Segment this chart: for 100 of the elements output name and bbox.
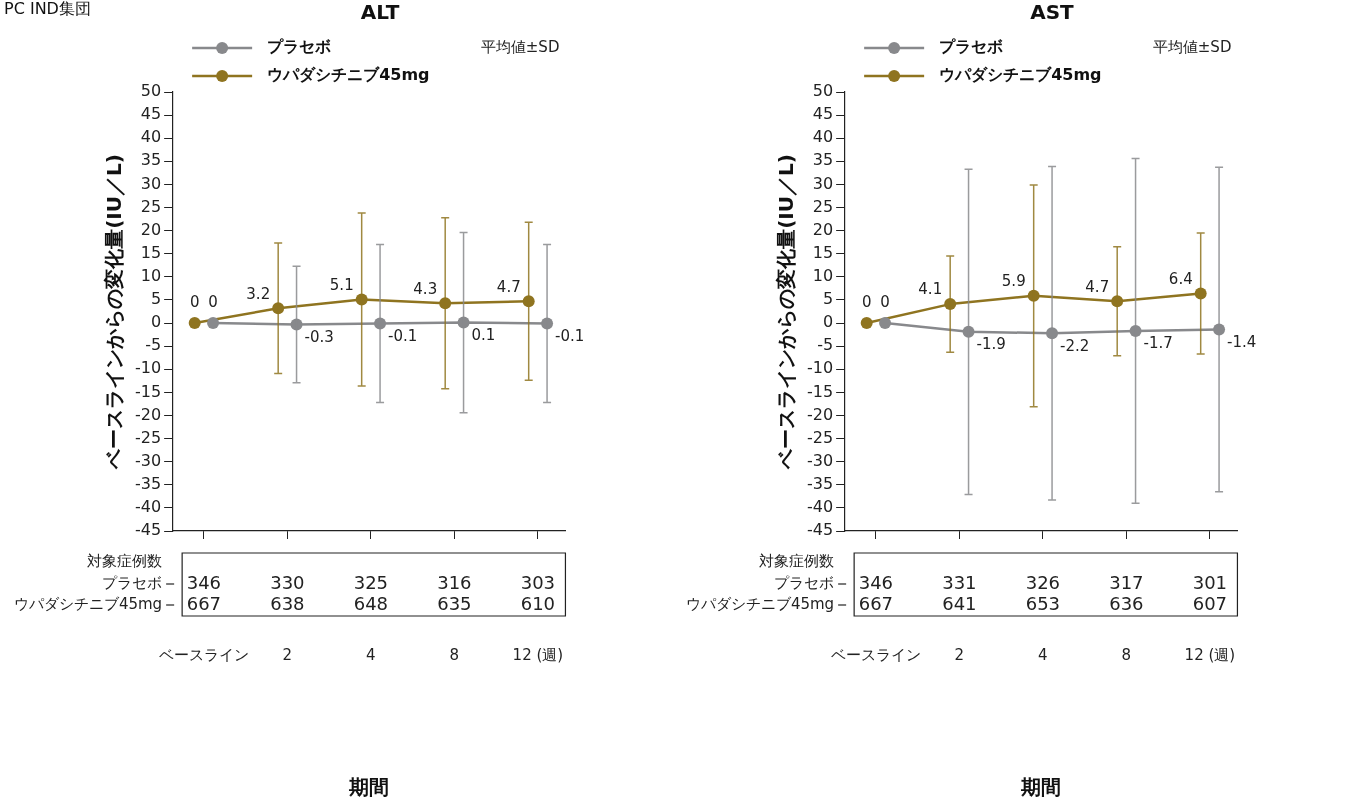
text: 316 bbox=[437, 571, 472, 593]
text: 667 bbox=[186, 592, 222, 614]
text: 対象症例数 bbox=[759, 551, 835, 570]
text: 346 bbox=[186, 571, 222, 593]
y-tick-label: 5 bbox=[822, 289, 834, 309]
y-tick-label: 25 bbox=[812, 196, 834, 216]
legend-label: プラセボ bbox=[267, 37, 332, 57]
text: 対象症例数 bbox=[87, 551, 163, 570]
y-tick-label: 45 bbox=[140, 104, 162, 124]
y-tick-label: 40 bbox=[140, 127, 162, 147]
text: 346 bbox=[858, 571, 894, 593]
y-tick-label: 10 bbox=[812, 266, 834, 285]
text: 607 bbox=[1192, 592, 1228, 614]
y-tick-label: 0 bbox=[150, 312, 162, 332]
text: ウパダシチニブ45mg bbox=[13, 594, 163, 613]
y-tick-label: 35 bbox=[140, 150, 162, 170]
y-tick-label: 15 bbox=[140, 242, 162, 262]
y-tick-label: 50 bbox=[140, 81, 162, 101]
y-tick-label: -35 bbox=[134, 473, 162, 493]
text: 317 bbox=[1109, 571, 1144, 593]
data-label: 5.9 bbox=[1001, 272, 1026, 291]
x-tick-label: 4 bbox=[366, 645, 376, 664]
y-tick-label: -35 bbox=[806, 473, 834, 493]
y-tick-label: 20 bbox=[812, 219, 834, 239]
text: プラセボ bbox=[102, 573, 163, 592]
y-tick-label: 30 bbox=[140, 173, 162, 193]
text: ウパダシチニブ45mg bbox=[685, 594, 835, 613]
text: 331 bbox=[942, 571, 977, 593]
x-tick-label: 12 (週) bbox=[512, 645, 564, 664]
data-label: 0.1 bbox=[471, 325, 496, 344]
y-tick-label: -20 bbox=[134, 404, 162, 424]
text: 648 bbox=[353, 592, 389, 614]
text: プラセボ bbox=[774, 573, 835, 592]
y-tick-label: -40 bbox=[806, 497, 834, 517]
legend-label: ウパダシチニブ45mg bbox=[939, 65, 1102, 85]
text: 330 bbox=[270, 571, 305, 593]
y-tick-label: 30 bbox=[812, 173, 834, 193]
y-tick-label: 40 bbox=[812, 127, 834, 147]
x-axis-title: 期間 bbox=[1019, 775, 1061, 800]
x-tick-label: 12 (週) bbox=[1184, 645, 1236, 664]
data-label: -1.4 bbox=[1227, 332, 1257, 351]
data-label: 6.4 bbox=[1168, 269, 1193, 288]
y-tick-label: -15 bbox=[134, 381, 162, 401]
x-tick-label: 8 bbox=[1121, 645, 1132, 664]
x-tick-label: 2 bbox=[954, 645, 965, 664]
y-tick-label: -45 bbox=[806, 520, 834, 540]
text: 638 bbox=[270, 592, 305, 614]
y-tick-label: -25 bbox=[806, 427, 834, 447]
data-label: 0 bbox=[208, 293, 218, 312]
data-label: -0.1 bbox=[388, 326, 418, 345]
x-tick-label: ベースライン bbox=[158, 645, 249, 664]
data-label: 4.7 bbox=[496, 277, 521, 296]
y-tick-label: -15 bbox=[806, 381, 834, 401]
text: 635 bbox=[437, 592, 472, 614]
y-tick-label: 20 bbox=[140, 219, 162, 239]
data-label: 5.1 bbox=[329, 275, 354, 294]
legend-label: ウパダシチニブ45mg bbox=[267, 65, 430, 85]
y-tick-label: 5 bbox=[150, 289, 162, 309]
data-label: 0 bbox=[861, 293, 872, 312]
text: 641 bbox=[942, 592, 977, 614]
legend-label: プラセボ bbox=[939, 37, 1004, 57]
y-tick-label: 50 bbox=[812, 81, 834, 101]
y-tick-label: -5 bbox=[145, 335, 162, 355]
y-tick-label: -25 bbox=[134, 427, 162, 447]
y-tick-label: 10 bbox=[140, 266, 162, 285]
text: 303 bbox=[520, 571, 556, 593]
x-axis-title: 期間 bbox=[347, 775, 389, 800]
data-label: -1.7 bbox=[1143, 334, 1173, 353]
data-label: 3.2 bbox=[246, 284, 271, 303]
y-tick-label: -30 bbox=[134, 450, 162, 470]
text: 平均値±SD bbox=[1152, 37, 1232, 56]
data-label: 4.1 bbox=[918, 280, 943, 299]
text: 325 bbox=[353, 571, 389, 593]
data-label: -2.2 bbox=[1060, 336, 1090, 355]
data-label: 4.3 bbox=[413, 279, 438, 298]
y-tick-label: -5 bbox=[817, 335, 834, 355]
text: 610 bbox=[520, 592, 556, 614]
data-label: 4.7 bbox=[1085, 277, 1110, 296]
y-tick-label: -40 bbox=[134, 497, 162, 517]
y-tick-label: 15 bbox=[812, 242, 834, 262]
data-label: -0.1 bbox=[555, 326, 585, 345]
chart-subtitle: PC IND集団 bbox=[4, 0, 91, 19]
data-label: 0 bbox=[880, 293, 890, 312]
text: 653 bbox=[1025, 592, 1061, 614]
y-axis-title: ベースラインからの変化量(IU／L) bbox=[102, 154, 127, 470]
x-tick-label: 4 bbox=[1038, 645, 1048, 664]
chart-title: ALT bbox=[360, 0, 400, 25]
text: 平均値±SD bbox=[480, 37, 560, 56]
y-tick-label: 0 bbox=[822, 312, 834, 332]
y-tick-label: -10 bbox=[806, 358, 834, 378]
data-label: -0.3 bbox=[304, 327, 334, 346]
chart-title: AST bbox=[1030, 0, 1075, 25]
y-tick-label: -10 bbox=[134, 358, 162, 378]
text: 301 bbox=[1192, 571, 1228, 593]
data-label: 0 bbox=[189, 293, 200, 312]
y-tick-label: 35 bbox=[812, 150, 834, 170]
data-label: -1.9 bbox=[976, 335, 1006, 354]
text: 667 bbox=[858, 592, 894, 614]
y-tick-label: 45 bbox=[812, 104, 834, 124]
y-tick-label: 25 bbox=[140, 196, 162, 216]
